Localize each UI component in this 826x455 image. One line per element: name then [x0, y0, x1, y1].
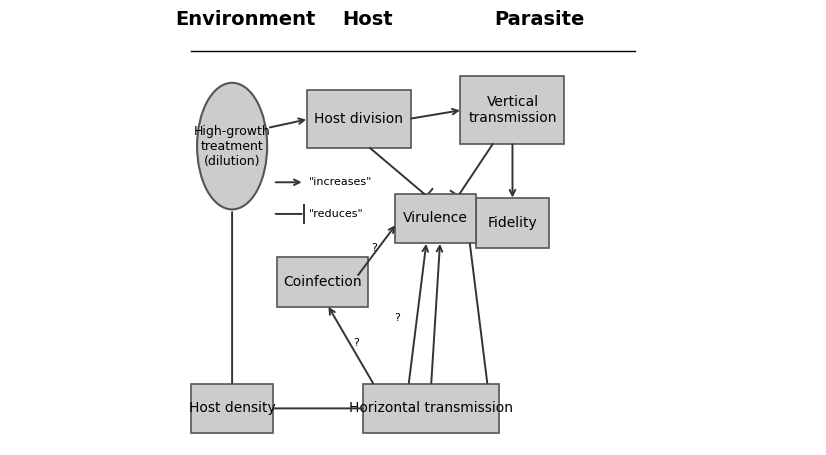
Text: Coinfection: Coinfection	[283, 275, 362, 289]
Text: Parasite: Parasite	[495, 10, 585, 29]
FancyBboxPatch shape	[278, 257, 368, 307]
Ellipse shape	[197, 83, 267, 209]
Text: ?: ?	[394, 313, 400, 323]
Text: Fidelity: Fidelity	[487, 216, 538, 230]
FancyBboxPatch shape	[306, 90, 411, 148]
Text: Horizontal transmission: Horizontal transmission	[349, 401, 513, 415]
Text: Host division: Host division	[314, 112, 403, 126]
Text: Host: Host	[343, 10, 393, 29]
Text: High-growth
treatment
(dilution): High-growth treatment (dilution)	[194, 125, 270, 167]
Text: "increases": "increases"	[309, 177, 373, 187]
FancyBboxPatch shape	[477, 198, 548, 248]
FancyBboxPatch shape	[363, 384, 499, 433]
FancyBboxPatch shape	[395, 193, 477, 243]
Text: ?: ?	[354, 338, 359, 348]
Text: "reduces": "reduces"	[309, 209, 363, 219]
FancyBboxPatch shape	[192, 384, 273, 433]
Text: Host density: Host density	[188, 401, 276, 415]
Text: ?: ?	[372, 243, 377, 253]
Text: Virulence: Virulence	[403, 212, 468, 226]
Text: Vertical
transmission: Vertical transmission	[468, 95, 557, 125]
FancyBboxPatch shape	[460, 76, 564, 144]
Text: Environment: Environment	[175, 10, 316, 29]
